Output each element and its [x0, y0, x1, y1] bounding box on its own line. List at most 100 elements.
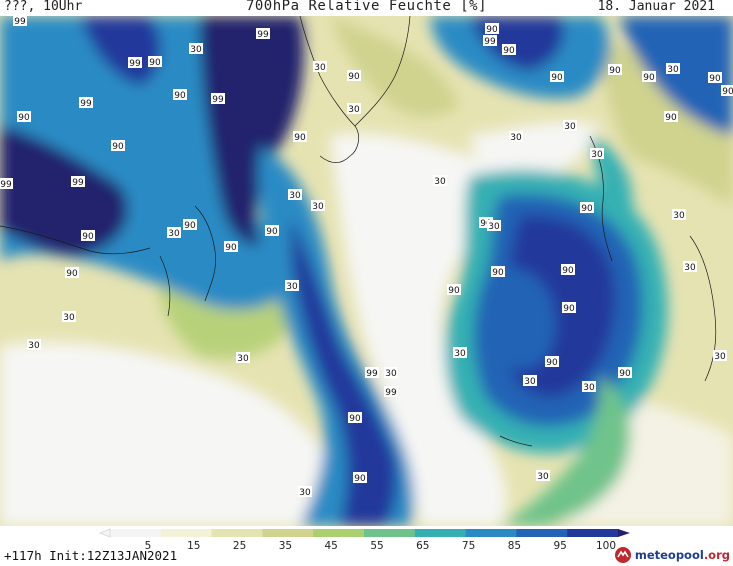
svg-text:99: 99 — [129, 59, 141, 69]
svg-text:90: 90 — [643, 73, 655, 83]
forecast-run-info: +117h Init:12Z13JAN2021 — [4, 548, 178, 563]
svg-text:90: 90 — [82, 232, 94, 242]
svg-text:90: 90 — [225, 243, 237, 253]
svg-text:99: 99 — [257, 30, 269, 40]
svg-text:99: 99 — [212, 95, 224, 105]
svg-text:30: 30 — [454, 349, 466, 359]
svg-text:90: 90 — [562, 266, 574, 276]
svg-text:30: 30 — [510, 133, 522, 143]
legend-swatch — [414, 529, 467, 537]
legend-tick-label: 25 — [232, 540, 247, 552]
brand-suffix: .org — [703, 548, 730, 562]
svg-text:30: 30 — [63, 313, 75, 323]
svg-text:30: 30 — [667, 65, 679, 75]
legend-tick-label: 55 — [370, 540, 384, 552]
svg-text:30: 30 — [684, 263, 696, 273]
legend-swatch — [465, 529, 517, 537]
svg-text:30: 30 — [312, 202, 324, 212]
svg-text:90: 90 — [294, 133, 306, 143]
svg-text:90: 90 — [354, 474, 366, 484]
svg-text:99: 99 — [385, 388, 397, 398]
legend-swatch — [262, 529, 314, 537]
svg-text:30: 30 — [314, 63, 326, 73]
svg-text:30: 30 — [714, 352, 726, 362]
svg-text:90: 90 — [184, 221, 196, 231]
legend-tick-label: 5 — [144, 540, 152, 552]
valid-date-label: 18. Januar 2021 — [597, 0, 715, 14]
legend-arrow-left — [98, 528, 111, 538]
svg-text:99: 99 — [72, 178, 84, 188]
svg-text:99: 99 — [80, 99, 92, 109]
svg-text:30: 30 — [286, 282, 298, 292]
svg-text:30: 30 — [591, 150, 603, 160]
legend-tick-label: 85 — [507, 540, 522, 552]
legend-swatch — [313, 529, 365, 537]
legend-swatch — [211, 529, 263, 537]
svg-text:90: 90 — [18, 113, 30, 123]
svg-text:30: 30 — [583, 383, 595, 393]
valid-time-label: ???, 10Uhr — [4, 0, 83, 14]
brand-name: meteopool — [634, 548, 704, 562]
svg-text:90: 90 — [486, 25, 498, 35]
humidity-field: 99 99 90 30 99 90 99 99 90 90 99 99 90 9… — [0, 16, 733, 526]
svg-text:30: 30 — [168, 229, 180, 239]
svg-text:90: 90 — [619, 369, 631, 379]
legend-tick-label: 65 — [416, 540, 430, 552]
svg-text:30: 30 — [673, 211, 685, 221]
humidity-map: 99 99 90 30 99 90 99 99 90 90 99 99 90 9… — [0, 16, 733, 526]
svg-text:30: 30 — [488, 222, 500, 232]
svg-text:90: 90 — [266, 227, 278, 237]
map-header: ???, 10Uhr 700hPa Relative Feuchte [%] 1… — [0, 0, 733, 16]
svg-text:90: 90 — [722, 87, 733, 97]
svg-text:90: 90 — [112, 142, 124, 152]
humidity-shading — [0, 16, 733, 526]
svg-text:90: 90 — [348, 72, 360, 82]
map-title: 700hPa Relative Feuchte [%] — [245, 0, 488, 14]
svg-text:30: 30 — [190, 45, 202, 55]
contour-labels: 99 99 90 30 99 90 99 99 90 90 99 99 90 9… — [0, 16, 733, 498]
svg-text:30: 30 — [537, 472, 549, 482]
svg-text:30: 30 — [28, 341, 40, 351]
svg-text:30: 30 — [289, 191, 301, 201]
svg-text:99: 99 — [0, 180, 12, 190]
svg-text:90: 90 — [665, 113, 677, 123]
svg-text:99: 99 — [366, 369, 378, 379]
svg-text:90: 90 — [448, 286, 460, 296]
legend-swatch — [364, 529, 416, 537]
legend-tick-label: 100 — [595, 540, 617, 552]
svg-text:90: 90 — [581, 204, 593, 214]
legend-tick-label: 15 — [187, 540, 201, 552]
logo-icon — [614, 547, 631, 563]
svg-text:90: 90 — [546, 358, 558, 368]
legend-swatch — [567, 529, 619, 537]
svg-text:30: 30 — [385, 369, 397, 379]
legend-swatch — [160, 529, 213, 537]
meteopool-logo[interactable]: meteopool.org — [614, 545, 730, 565]
svg-text:90: 90 — [149, 58, 161, 68]
svg-text:90: 90 — [174, 91, 186, 101]
svg-text:30: 30 — [524, 377, 536, 387]
color-legend: 5 15 25 35 45 55 65 75 85 95 100 +117h Init:12Z13J… — [0, 526, 733, 566]
svg-text:30: 30 — [564, 122, 576, 132]
legend-tick-label: 45 — [324, 540, 338, 552]
legend-tick-label: 75 — [461, 540, 476, 552]
svg-text:30: 30 — [237, 354, 249, 364]
svg-text:90: 90 — [609, 66, 621, 76]
svg-text:90: 90 — [709, 74, 721, 84]
legend-tick-label: 35 — [278, 540, 293, 552]
svg-text:90: 90 — [480, 219, 492, 229]
legend-tick-label: 95 — [553, 540, 567, 552]
svg-text:99: 99 — [14, 17, 26, 27]
svg-text:30: 30 — [348, 105, 360, 115]
svg-text:99: 99 — [484, 37, 496, 47]
legend-colorbar — [98, 528, 630, 538]
legend-swatch — [110, 529, 162, 537]
svg-text:90: 90 — [563, 304, 575, 314]
legend-arrow-right — [618, 529, 630, 537]
svg-text:30: 30 — [434, 177, 446, 187]
svg-text:90: 90 — [551, 73, 563, 83]
svg-text:30: 30 — [299, 488, 311, 498]
svg-text:90: 90 — [349, 414, 361, 424]
svg-text:90: 90 — [66, 269, 78, 279]
